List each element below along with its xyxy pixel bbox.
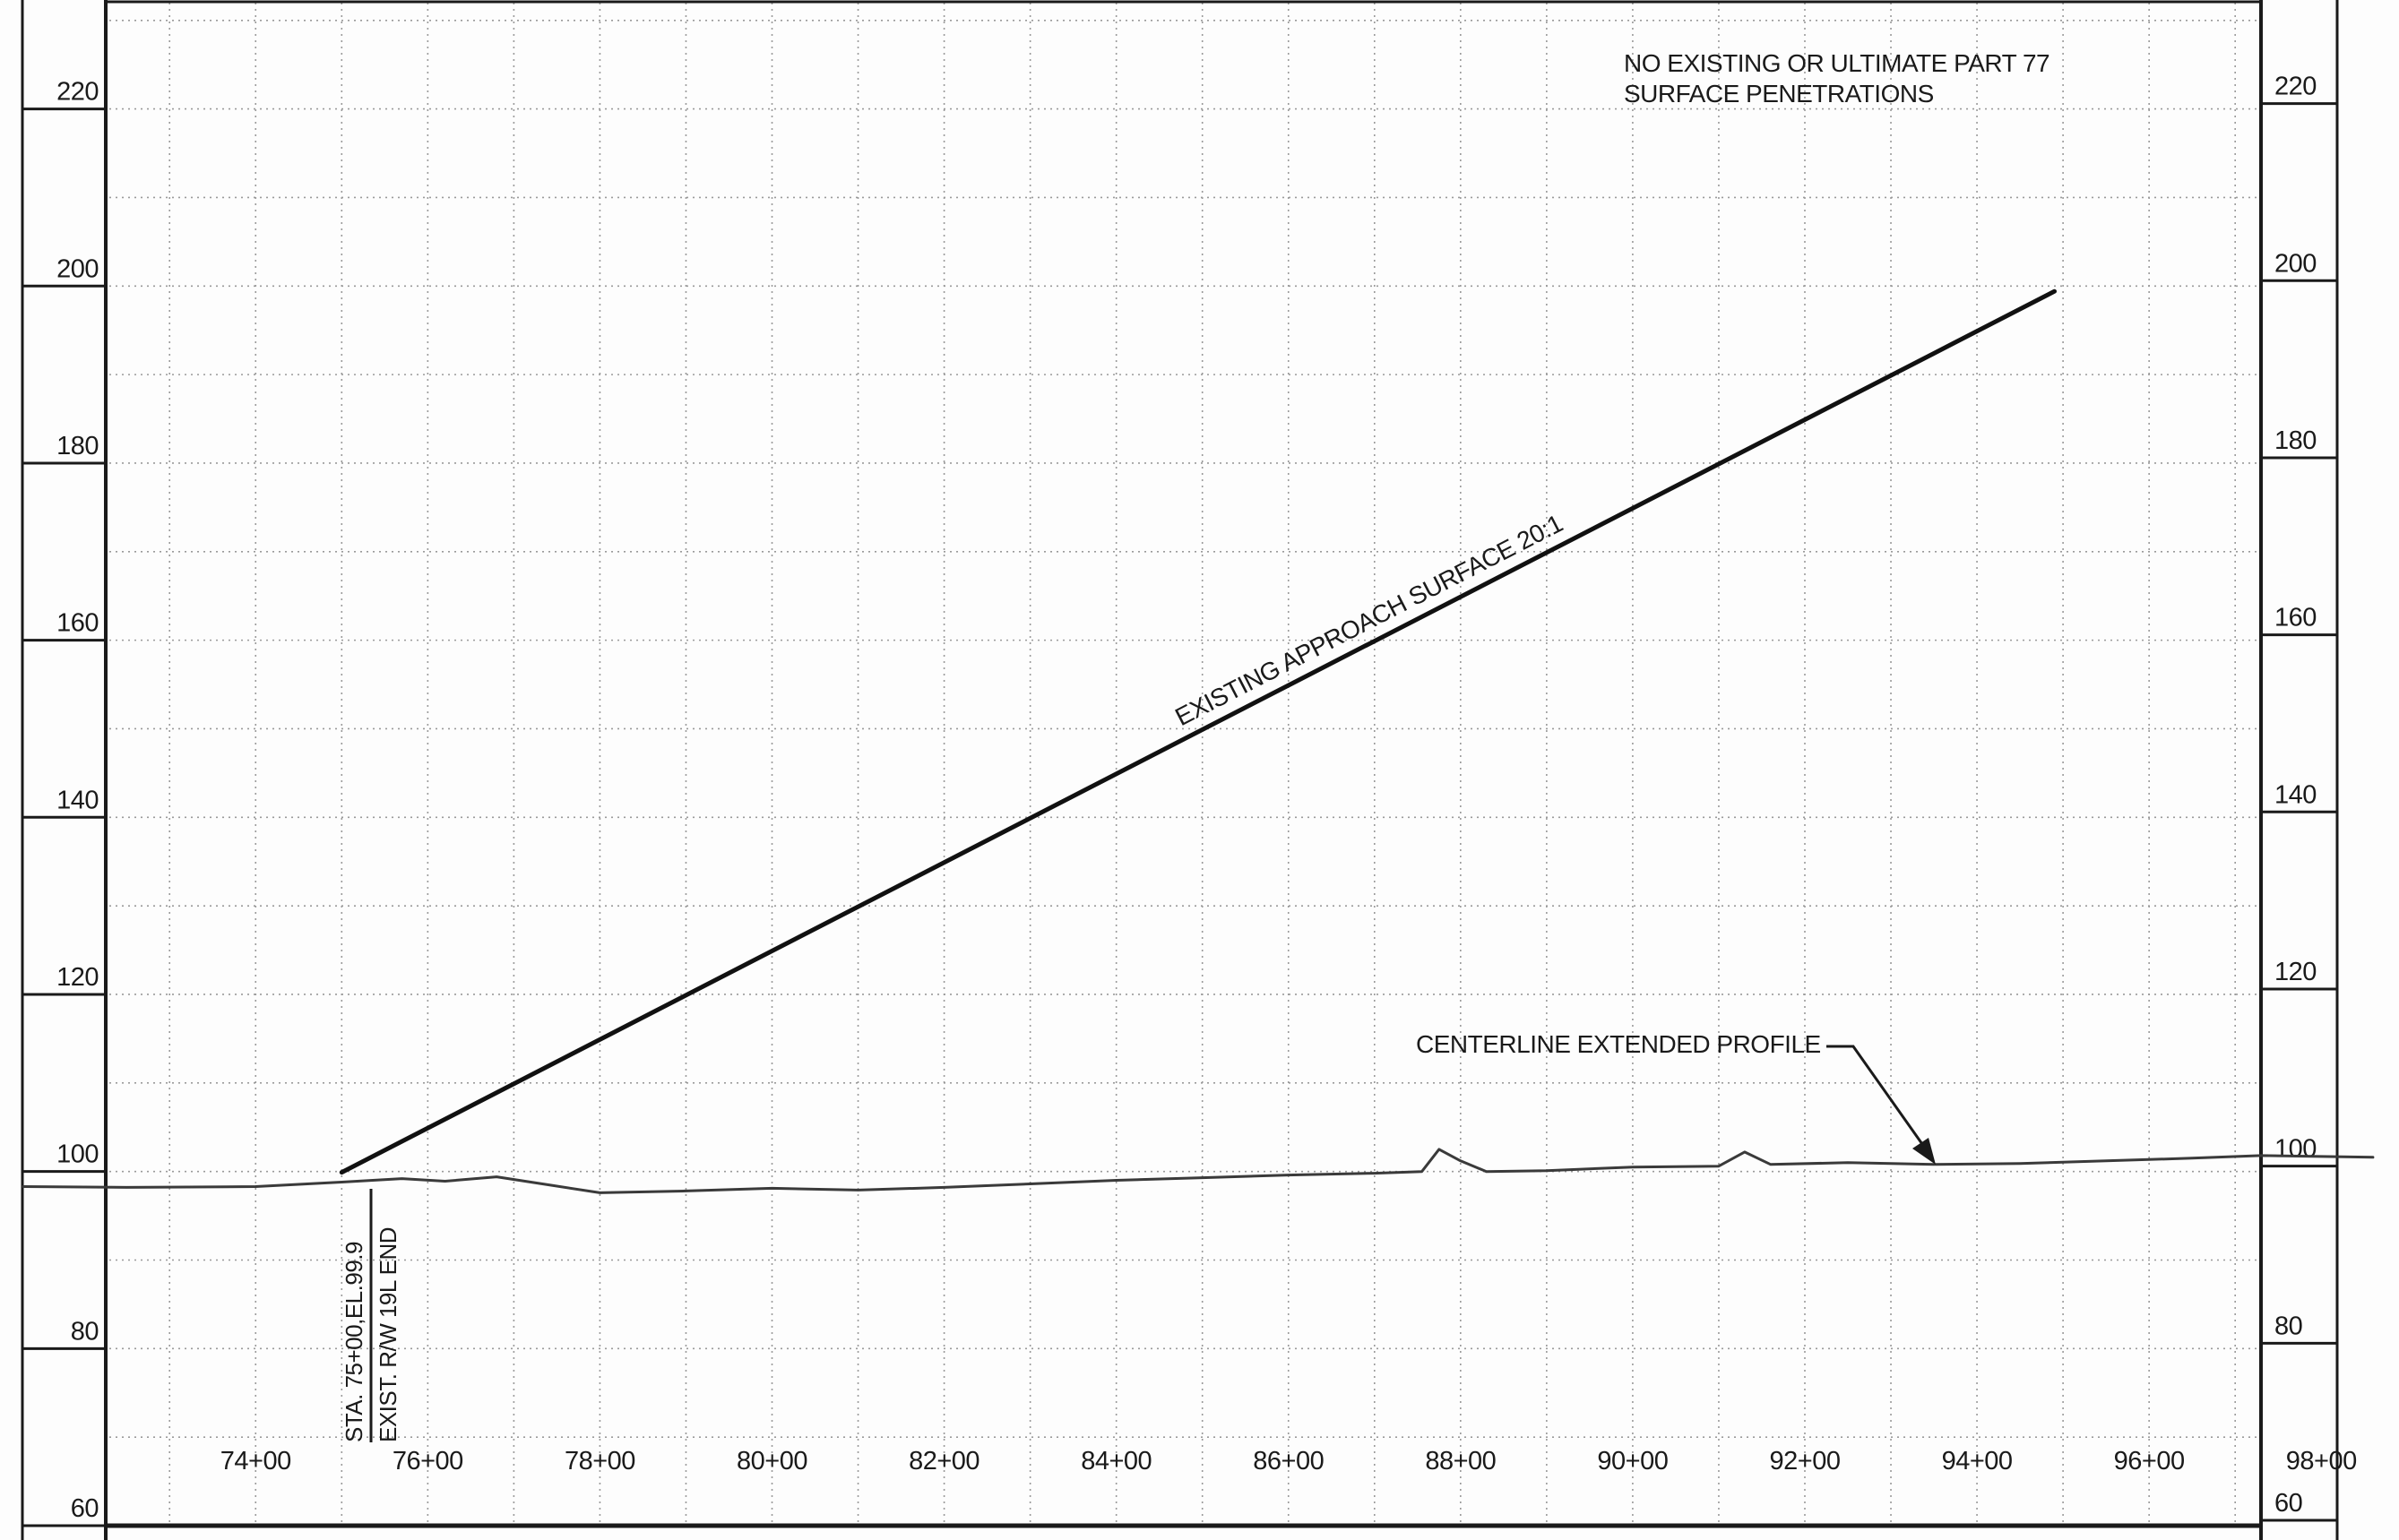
centerline-profile-line [22, 1148, 2375, 1194]
y-tick-label-right: 120 [2274, 958, 2317, 986]
x-tick-label: 98+00 [2286, 1447, 2357, 1475]
y-tick-label-right: 140 [2274, 780, 2317, 809]
x-tick-label: 80+00 [737, 1447, 807, 1475]
y-tick-label-left: 160 [56, 609, 99, 638]
x-tick-label: 90+00 [1597, 1447, 1668, 1475]
station-callout-line-2: EXIST. R/W 19L END [375, 1227, 401, 1442]
note-block: NO EXISTING OR ULTIMATE PART 77 SURFACE … [1624, 49, 2050, 108]
y-tick-label-right: 200 [2274, 249, 2317, 278]
profile-series [22, 288, 2375, 1194]
note-line-1: NO EXISTING OR ULTIMATE PART 77 [1624, 49, 2050, 77]
x-tick-label: 74+00 [220, 1447, 291, 1475]
y-tick-label-left: 200 [56, 254, 99, 283]
x-tick-label: 86+00 [1253, 1447, 1324, 1475]
y-tick-label-left: 60 [71, 1494, 99, 1523]
x-tick-label: 84+00 [1081, 1447, 1152, 1475]
y-tick-label-left: 180 [56, 432, 99, 460]
x-tick-label: 92+00 [1770, 1447, 1841, 1475]
y-tick-label-right: 100 [2274, 1135, 2317, 1164]
station-callout-line-1: STA. 75+00,EL.99.9 [341, 1242, 367, 1442]
y-tick-label-right: 80 [2274, 1312, 2302, 1340]
x-tick-label: 82+00 [909, 1447, 979, 1475]
y-axis-labels-left: 60 80 100 120 140 160 180 200 220 [56, 78, 99, 1523]
x-axis-station-labels: 74+00 76+00 78+00 80+00 82+00 84+00 86+00 88+00… [220, 1447, 2357, 1475]
x-tick-label: 78+00 [565, 1447, 635, 1475]
y-tick-label-right: 220 [2274, 73, 2317, 101]
y-tick-label-left: 80 [71, 1317, 99, 1346]
profile-label: CENTERLINE EXTENDED PROFILE [1416, 1030, 1821, 1058]
y-tick-label-right: 180 [2274, 426, 2317, 455]
y-tick-label-left: 220 [56, 78, 99, 107]
y-axis-labels-right: 60 80 100 120 140 160 180 200 220 [2274, 73, 2317, 1518]
x-tick-label: 76+00 [393, 1447, 463, 1475]
x-tick-label: 88+00 [1425, 1447, 1496, 1475]
y-tick-label-left: 120 [56, 963, 99, 992]
y-tick-label-left: 100 [56, 1140, 99, 1169]
note-line-2: SURFACE PENETRATIONS [1624, 80, 1934, 108]
y-tick-label-left: 140 [56, 786, 99, 814]
approach-surface-line [339, 288, 2057, 1175]
y-tick-label-right: 60 [2274, 1489, 2302, 1518]
y-tick-label-right: 160 [2274, 604, 2317, 632]
x-tick-label: 96+00 [2114, 1447, 2185, 1475]
drawing-frame [21, 0, 2339, 1540]
profile-leader-arrow [1826, 1045, 1936, 1165]
x-tick-label: 94+00 [1942, 1447, 2013, 1475]
station-callout: STA. 75+00,EL.99.9 EXIST. R/W 19L END [341, 1189, 401, 1442]
